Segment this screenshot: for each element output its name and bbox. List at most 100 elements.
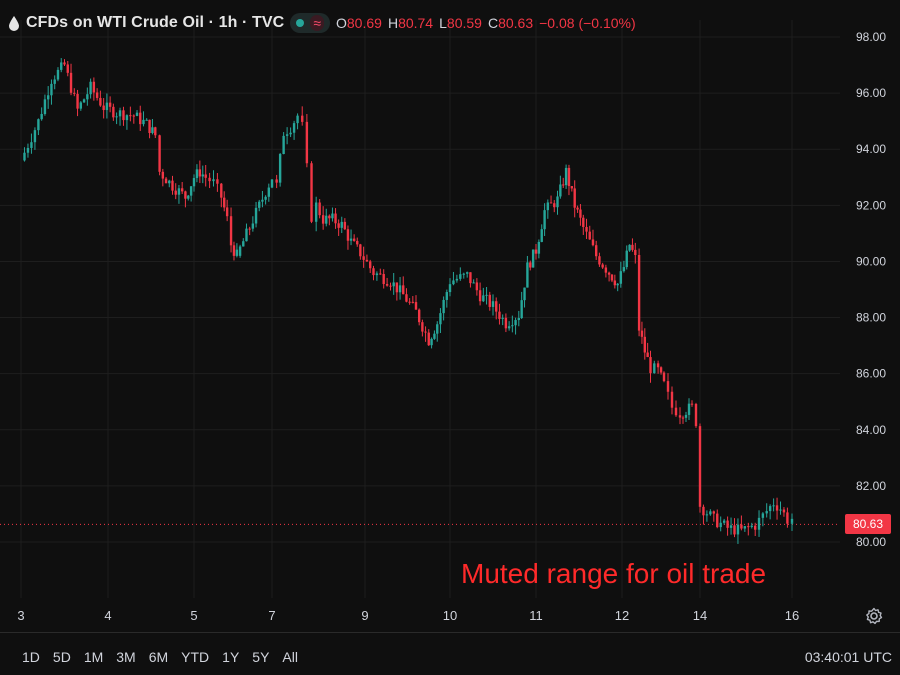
candle-body: [379, 273, 382, 275]
candle-body: [129, 115, 132, 117]
candle-body: [132, 115, 135, 117]
candle-body: [189, 186, 193, 196]
candle-body: [278, 153, 282, 183]
candle-body: [448, 284, 452, 293]
candle-body: [687, 403, 691, 415]
candle-body: [402, 285, 405, 295]
candle-body: [30, 142, 33, 148]
candle-body: [534, 249, 538, 254]
candle-body: [637, 254, 641, 331]
candle-body: [750, 525, 753, 527]
candle-body: [511, 325, 514, 327]
y-tick-label: 84.00: [856, 423, 886, 437]
candle-body: [184, 191, 187, 199]
candle-body: [212, 179, 215, 182]
oil-drop-icon: [9, 16, 19, 31]
candle-body: [362, 256, 365, 260]
timeframe-button[interactable]: 5D: [52, 649, 71, 665]
timeframe-button[interactable]: 1M: [83, 649, 104, 665]
timeframe-button[interactable]: 6M: [148, 649, 169, 665]
y-tick-label: 96.00: [856, 86, 886, 100]
candle-body: [452, 280, 455, 285]
candle-body: [690, 403, 694, 405]
candle-body: [531, 249, 535, 268]
candle-body: [204, 174, 207, 178]
candle-body: [158, 135, 161, 172]
candle-body: [576, 207, 579, 210]
x-tick-label: 9: [361, 608, 368, 623]
timeframe-button[interactable]: YTD: [181, 649, 210, 665]
market-status[interactable]: ≈: [290, 13, 330, 33]
low-value: 80.59: [446, 15, 482, 31]
change-value: −0.08 (−0.10%): [539, 15, 636, 31]
candle-body: [115, 116, 118, 118]
candle-body: [192, 178, 196, 187]
candle-body: [69, 72, 73, 93]
candle-body: [459, 274, 462, 279]
candle-body: [504, 317, 508, 329]
x-tick-label: 14: [693, 608, 707, 623]
candle-body: [349, 238, 353, 241]
candle-body: [705, 514, 709, 516]
candle-body: [607, 272, 611, 275]
candle-body: [520, 300, 523, 319]
candle-body: [424, 331, 427, 333]
candle-body: [60, 62, 63, 70]
candle-body: [523, 287, 526, 301]
candle-body: [245, 228, 248, 242]
timeframe-button[interactable]: 3M: [116, 649, 136, 665]
candle-body: [543, 210, 546, 230]
candle-body: [485, 294, 488, 296]
candle-body: [235, 249, 239, 256]
candle-body: [33, 130, 37, 143]
candle-body: [436, 324, 439, 334]
candle-body: [684, 414, 688, 418]
candle-body: [495, 301, 498, 312]
candle-body: [616, 283, 619, 286]
candle-body: [220, 183, 223, 198]
candle-body: [757, 517, 761, 530]
candle-body: [698, 426, 702, 507]
candle-body: [40, 113, 43, 120]
candle-body: [305, 121, 309, 164]
candle-body: [712, 511, 715, 514]
candle-body: [537, 241, 541, 254]
ohlc-readout: O80.69 H80.74 L80.59 C80.63 −0.08 (−0.10…: [336, 15, 636, 31]
candle-body: [573, 188, 576, 208]
candle-body: [112, 106, 115, 118]
candle-body: [198, 169, 202, 177]
candle-body: [208, 177, 211, 182]
time-axis[interactable]: 3 4 5 7 9 10 11 12 14 16: [17, 608, 799, 623]
utc-clock[interactable]: 03:40:01 UTC: [804, 649, 892, 665]
candle-body: [653, 363, 656, 374]
candle-body: [455, 278, 459, 281]
candle-body: [740, 524, 743, 529]
candle-body: [601, 264, 604, 268]
gear-icon[interactable]: [864, 606, 884, 626]
close-label: C: [487, 15, 499, 31]
candle-body: [553, 203, 556, 208]
candle-body: [232, 245, 236, 256]
timeframe-button[interactable]: All: [282, 649, 298, 665]
open-label: O: [336, 15, 347, 31]
candle-body: [248, 228, 251, 230]
candle-body: [678, 415, 682, 418]
candle-body: [26, 147, 30, 153]
candle-body: [50, 83, 53, 96]
price-axis[interactable]: 98.00 96.00 94.00 92.00 90.00 88.00 86.00 84.00…: [856, 30, 886, 549]
timeframe-button[interactable]: 5Y: [252, 649, 270, 665]
candle-body: [139, 112, 142, 125]
bottom-toolbar: 1D 5D 1M 3M 6M YTD 1Y 5Y All 03:40:01 UTC: [0, 632, 900, 675]
symbol-title[interactable]: CFDs on WTI Crude Oil · 1h · TVC: [26, 14, 285, 31]
x-tick-label: 12: [615, 608, 629, 623]
candle-body: [108, 102, 112, 107]
candle-body: [670, 391, 674, 408]
candle-body: [546, 202, 550, 211]
candle-body: [174, 190, 177, 195]
timeframe-button[interactable]: 1D: [22, 649, 40, 665]
chart-canvas[interactable]: 98.00 96.00 94.00 92.00 90.00 88.00 86.00 84.00…: [0, 0, 900, 632]
candle-body: [726, 520, 729, 528]
timeframe-button[interactable]: 1Y: [222, 649, 240, 665]
candle-body: [334, 213, 337, 224]
candle-body: [285, 134, 289, 136]
